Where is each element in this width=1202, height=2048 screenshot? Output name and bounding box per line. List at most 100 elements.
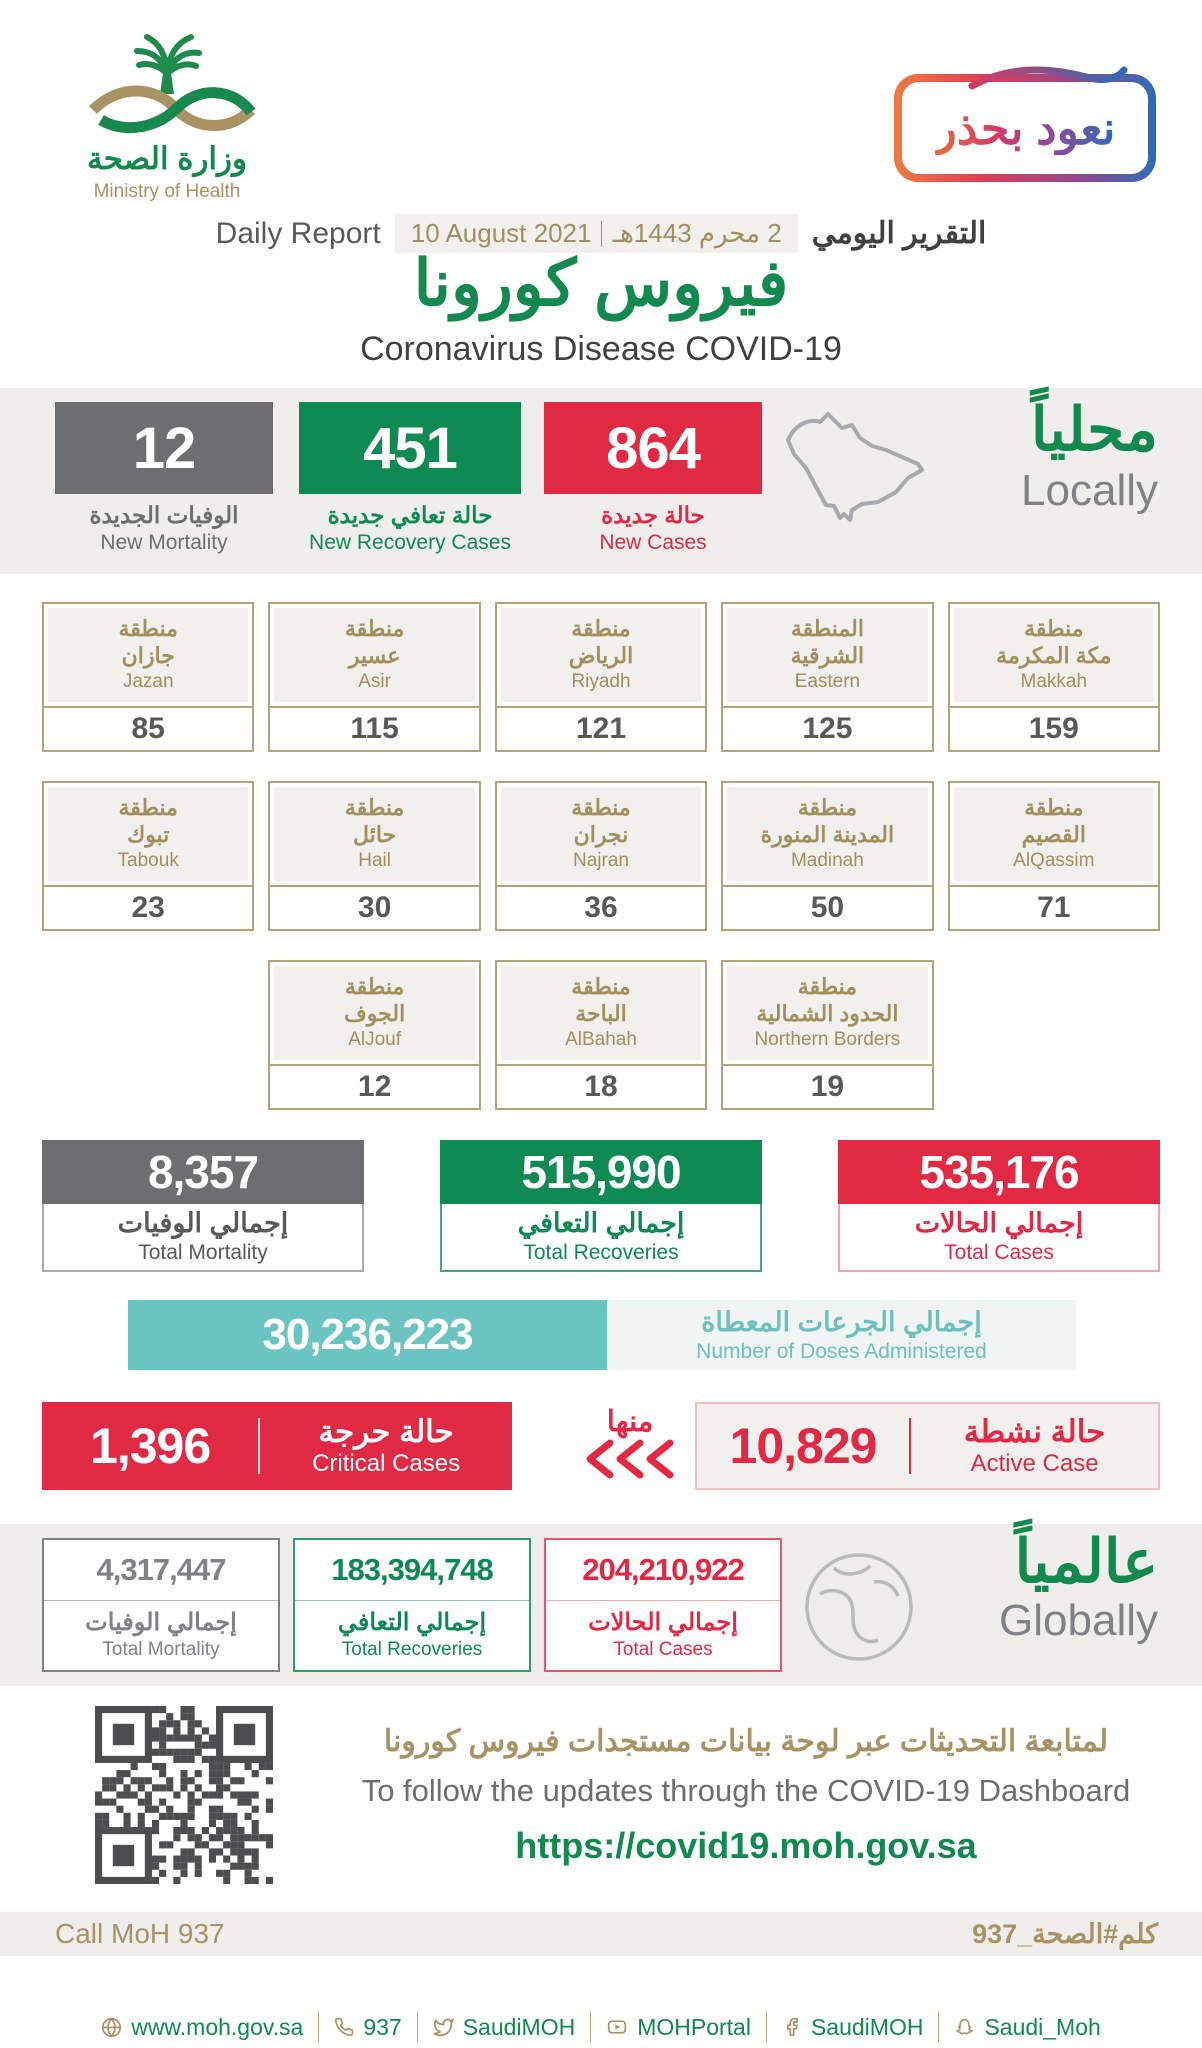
new-cases-label-ar: حالة جديدة (601, 502, 705, 528)
doses-value-block: 30,236,223 (128, 1300, 607, 1370)
critical-active-row: 1,396 حالة حرجة Critical Cases منها 10,8… (42, 1402, 1160, 1490)
region-name-en: Jazan (122, 671, 174, 693)
footer-item-label: SaudiMOH (462, 2013, 576, 2040)
footer-item-snapchat[interactable]: Saudi_Moh (939, 2012, 1115, 2042)
new-cases-block: 864 (544, 402, 762, 494)
critical-cases-value: 1,396 (90, 1418, 211, 1474)
region-card-najran: منطقة نجران Najran 36 (494, 781, 708, 931)
region-card-albahah: منطقة الباحة AlBahah 18 (494, 960, 708, 1110)
region-value: 121 (496, 706, 706, 750)
global-mortality-value: 4,317,447 (96, 1552, 227, 1587)
total-mortality-label-ar: إجمالي الوفيات (117, 1208, 289, 1239)
region-card-tabouk: منطقة تبوك Tabouk 23 (42, 781, 255, 931)
region-prefix: منطقة (1024, 616, 1084, 642)
footer-item-youtube[interactable]: MOHPortal (591, 2012, 767, 2042)
footer-item-label: 937 (363, 2013, 402, 2040)
total-cases-card: 535,176 إجمالي الحالات Total Cases (838, 1140, 1160, 1272)
snapchat-icon (956, 2018, 974, 2034)
region-prefix: منطقة (571, 974, 631, 1000)
doses-value: 30,236,223 (262, 1310, 473, 1359)
region-name-en: AlJouf (348, 1029, 401, 1051)
dashboard-url[interactable]: https://covid19.moh.gov.sa (515, 1825, 977, 1866)
saudi-arabia-map-icon (786, 412, 924, 522)
region-name-en: Madinah (790, 850, 864, 872)
global-cases-card: 204,210,922 إجمالي الحالات Total Cases (544, 1538, 782, 1672)
new-cases-stat: 864 حالة جديدة New Cases (544, 402, 762, 555)
badge-swoosh (968, 66, 1128, 90)
global-mortality-card: 4,317,447 إجمالي الوفيات Total Mortality (42, 1538, 280, 1672)
global-recoveries-label-en: Total Recoveries (341, 1638, 483, 1660)
date-gregorian: 10 August 2021 (410, 218, 592, 248)
of-which-label: منها (606, 1406, 654, 1438)
footer-item-website[interactable]: www.moh.gov.sa (86, 2012, 320, 2042)
dashboard-section: لمتابعة التحديثات عبر لوحة بيانات مستجدا… (0, 1702, 1202, 1900)
active-divider (909, 1418, 912, 1474)
new-recoveries-value: 451 (363, 415, 458, 481)
new-cases-label-en: New Cases (599, 531, 707, 554)
global-cases-value: 204,210,922 (582, 1552, 744, 1587)
globe-icon (102, 2016, 122, 2038)
total-mortality-label-en: Total Mortality (138, 1240, 268, 1264)
region-card-makkah: منطقة مكة المكرمة Makkah 159 (947, 602, 1160, 752)
globally-heading-ar: عالمياً (1014, 1528, 1158, 1595)
footer-item-facebook[interactable]: SaudiMOH (767, 2012, 940, 2042)
header: وزارة الصحة Ministry of Health نعود بحذر… (0, 0, 1202, 388)
region-name-en: Asir (358, 671, 391, 693)
region-card-northern-borders: منطقة الحدود الشمالية Northern Borders 1… (721, 960, 934, 1110)
totals-row: 8,357 إجمالي الوفيات Total Mortality 515… (42, 1140, 1160, 1272)
footer-item-label: Saudi_Moh (984, 2013, 1101, 2040)
doses-label-ar: إجمالي الجرعات المعطاة (701, 1306, 982, 1337)
region-name-ar: عسير (348, 642, 401, 668)
region-prefix: منطقة (118, 616, 178, 642)
badge-inner: نعود بحذر (902, 82, 1148, 174)
social-footer: www.moh.gov.sa 937 SaudiMOH MOHPortal Sa… (0, 2012, 1202, 2042)
footer-item-phone[interactable]: 937 (319, 2012, 418, 2042)
new-recoveries-block: 451 (299, 402, 521, 494)
globe-icon (805, 1553, 913, 1661)
region-value: 159 (949, 706, 1158, 750)
region-name-en: Najran (573, 850, 629, 872)
date-row: Daily Report 10 August 2021 2 محرم 1443ه… (0, 214, 1202, 253)
region-name-en: AlQassim (1013, 850, 1095, 872)
globally-heading: عالمياً Globally (999, 1532, 1158, 1646)
footer-item-label: www.moh.gov.sa (131, 2013, 304, 2040)
footer-item-twitter[interactable]: SaudiMOH (418, 2012, 592, 2042)
region-card-jazan: منطقة جازان Jazan 85 (42, 602, 255, 752)
region-name-en: Makkah (1020, 671, 1088, 693)
region-prefix: منطقة (118, 795, 178, 821)
globally-section: 4,317,447 إجمالي الوفيات Total Mortality… (0, 1524, 1202, 1686)
critical-divider (258, 1418, 261, 1474)
return-cautiously-badge: نعود بحذر (894, 66, 1156, 182)
global-mortality-label-ar: إجمالي الوفيات (85, 1609, 237, 1637)
region-prefix: منطقة (344, 974, 405, 1000)
global-recoveries-card: 183,394,748 إجمالي التعافي Total Recover… (293, 1538, 531, 1672)
total-mortality-block: 8,357 (42, 1140, 364, 1204)
total-recoveries-block: 515,990 (440, 1140, 762, 1204)
region-prefix: منطقة (344, 795, 405, 821)
locally-section: 12 الوفيات الجديدة New Mortality 451 حال… (0, 388, 1202, 574)
new-recoveries-label-ar: حالة تعافي جديدة (327, 502, 493, 528)
ministry-logo-icon (89, 34, 256, 134)
active-cases-label-en: Active Case (970, 1450, 1099, 1477)
footer-item-label: MOHPortal (637, 2013, 751, 2040)
locally-heading-ar: محلياً (1030, 396, 1158, 463)
region-card-hail: منطقة حائل Hail 30 (268, 781, 481, 931)
region-value: 30 (270, 885, 479, 929)
total-recoveries-card: 515,990 إجمالي التعافي Total Recoveries (440, 1140, 762, 1272)
date-hijri: 2 محرم 1443هـ (612, 218, 782, 248)
dashboard-note-ar: لمتابعة التحديثات عبر لوحة بيانات مستجدا… (383, 1725, 1109, 1758)
critical-cases-label-ar: حالة حرجة (318, 1414, 454, 1449)
region-prefix: منطقة (344, 616, 405, 642)
region-name-ar: الباحة (575, 1000, 627, 1026)
region-name-ar: تبوك (127, 821, 170, 847)
region-prefix: منطقة (797, 795, 858, 821)
daily-report-label-ar: التقرير اليومي (811, 217, 987, 250)
total-cases-value: 535,176 (919, 1146, 1079, 1198)
region-value: 18 (496, 1064, 706, 1108)
total-cases-label-ar: إجمالي الحالات (914, 1208, 1084, 1239)
region-name-en: AlBahah (565, 1029, 637, 1051)
total-recoveries-value: 515,990 (521, 1146, 681, 1198)
badge-text: نعود بحذر (934, 102, 1116, 154)
region-value: 23 (44, 885, 253, 929)
total-recoveries-label-en: Total Recoveries (523, 1240, 679, 1264)
